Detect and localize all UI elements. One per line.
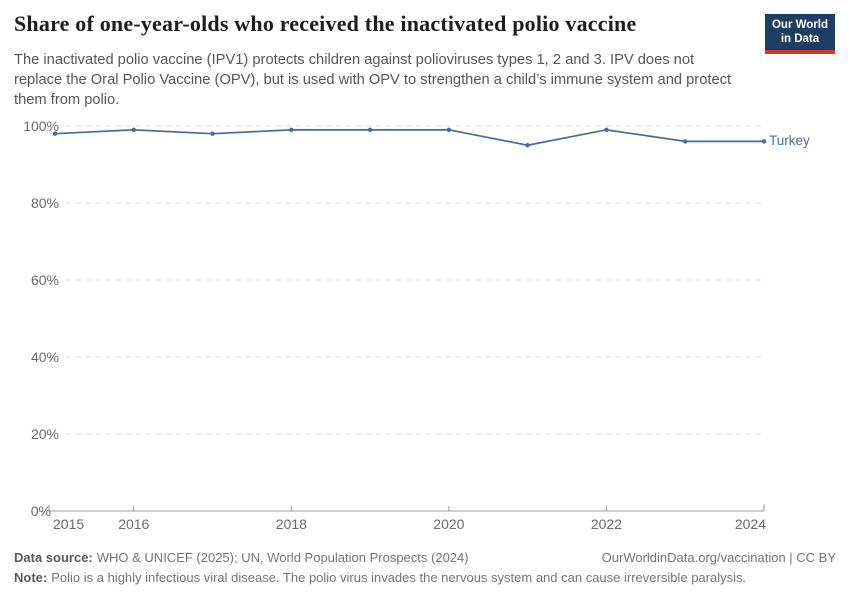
data-point-2024 xyxy=(761,139,767,144)
note-text: Polio is a highly infectious viral disea… xyxy=(51,570,747,585)
data-source: Data source: WHO & UNICEF (2025); UN, Wor… xyxy=(14,549,469,566)
chart-subtitle: The inactivated polio vaccine (IPV1) pro… xyxy=(14,52,732,108)
data-point-2017 xyxy=(210,131,215,136)
note-label: Note: xyxy=(14,570,48,585)
y-axis-label-60: 60% xyxy=(30,272,59,288)
data-point-2019 xyxy=(367,127,373,133)
x-axis-label-2024: 2024 xyxy=(734,516,766,532)
series-label-turkey: Turkey xyxy=(769,133,810,149)
owid-logo: Our World in Data xyxy=(764,14,835,54)
owid-logo-line2: in Data xyxy=(780,32,820,45)
data-point-2021 xyxy=(525,143,530,148)
data-source-text: WHO & UNICEF (2025); UN, World Populatio… xyxy=(96,550,469,565)
y-axis-label-80: 80% xyxy=(30,195,59,211)
note: Note: Polio is a highly infectious viral … xyxy=(14,569,746,586)
y-axis-label-0: 0% xyxy=(30,503,51,519)
y-axis-label-40: 40% xyxy=(30,349,59,365)
data-point-2016 xyxy=(131,127,136,133)
owid-logo-line1: Our World xyxy=(771,19,828,31)
data-point-2022 xyxy=(604,127,609,133)
page-title: Share of one-year-olds who received the … xyxy=(14,11,637,36)
data-source-label: Data source: xyxy=(14,550,93,565)
series-line-turkey xyxy=(54,129,765,147)
x-axis-label-2015: 2015 xyxy=(53,516,85,532)
data-point-2023 xyxy=(683,139,688,144)
line-chart-plot xyxy=(48,125,767,512)
data-point-2018 xyxy=(289,127,294,133)
license-link[interactable]: OurWorldinData.org/vaccination | CC BY xyxy=(601,550,836,565)
x-axis-label-2016: 2016 xyxy=(118,516,150,532)
data-point-2015 xyxy=(52,131,58,136)
x-axis-label-2020: 2020 xyxy=(433,516,465,532)
x-axis-label-2018: 2018 xyxy=(275,516,307,532)
y-axis-label-100: 100% xyxy=(23,118,59,134)
y-axis-label-20: 20% xyxy=(30,426,59,442)
x-axis-label-2022: 2022 xyxy=(590,516,623,532)
data-point-2020 xyxy=(446,127,452,133)
